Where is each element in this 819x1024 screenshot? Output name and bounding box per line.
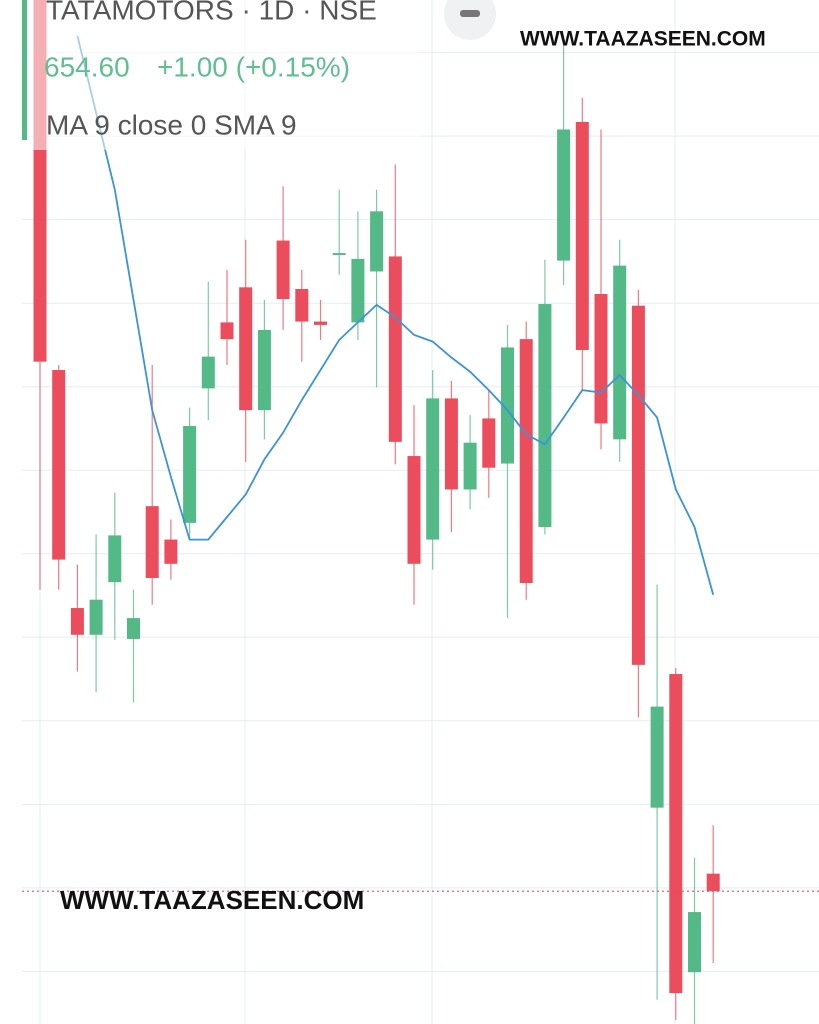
candle-body: [575, 121, 589, 350]
candle-body: [388, 256, 402, 442]
candle-body: [444, 398, 458, 490]
candle-body: [501, 347, 514, 464]
candle-body: [145, 506, 159, 578]
legend-marker: [22, 0, 27, 140]
candle-body: [351, 258, 365, 323]
candle-body: [407, 456, 421, 564]
watermark: WWW.TAAZASEEN.COM: [520, 28, 766, 51]
plot: [22, 0, 819, 1024]
candle-body: [295, 288, 309, 322]
candle-body: [183, 425, 197, 523]
collapse-icon: [460, 10, 480, 17]
candle-body: [332, 253, 346, 256]
candle-body: [688, 912, 701, 973]
legend: TATAMOTORS · 1D · NSE 654.60 +1.00 (+0.1…: [0, 0, 496, 150]
candle-body: [52, 370, 66, 560]
candle-body: [650, 706, 664, 808]
candle-body: [482, 418, 496, 468]
candle-body: [370, 211, 384, 272]
candle-body: [314, 321, 327, 325]
candle-body: [220, 322, 234, 340]
price-change: +1.00 (+0.15%): [157, 51, 350, 82]
symbol: TATAMOTORS · 1D · NSE: [46, 0, 377, 25]
candle-body: [108, 535, 122, 583]
candle-body: [201, 356, 215, 389]
candle-body: [594, 294, 608, 424]
candle-body: [538, 304, 552, 528]
candle-body: [669, 674, 683, 994]
candle-body: [463, 442, 477, 490]
candle-body: [557, 129, 571, 261]
candle-body: [631, 305, 645, 665]
candle-body: [276, 240, 290, 300]
legend-backdrop: [0, 0, 420, 150]
candle-body: [164, 539, 178, 564]
last-price: 654.60: [44, 51, 130, 82]
candle-body: [127, 618, 140, 639]
candle-body: [70, 608, 84, 635]
candle-body: [89, 599, 103, 635]
candle-body: [257, 329, 271, 411]
candle-body: [239, 287, 253, 411]
candle-body: [519, 339, 533, 583]
candle-body: [613, 265, 627, 440]
indicator-label: MA 9 close 0 SMA 9: [46, 109, 297, 140]
sma-line: [76, 35, 715, 595]
watermark: WWW.TAAZASEEN.COM: [60, 885, 364, 915]
collapse-button[interactable]: [444, 0, 496, 40]
candle-body: [706, 873, 720, 892]
candle-body: [426, 398, 440, 540]
